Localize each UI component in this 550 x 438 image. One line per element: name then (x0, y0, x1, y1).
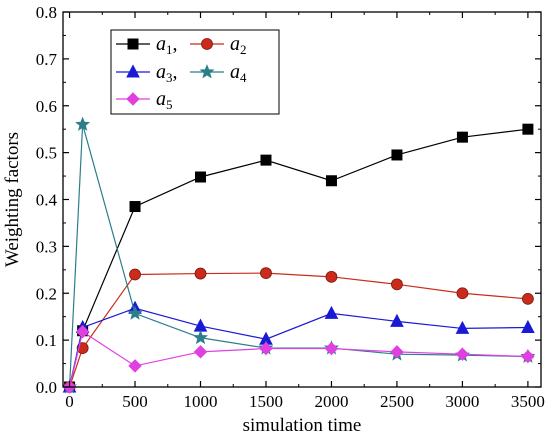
x-tick-label: 2500 (380, 392, 414, 411)
y-tick-label: 0.5 (36, 144, 57, 163)
legend-label-base: a (156, 88, 166, 110)
legend-marker (201, 38, 213, 50)
data-point-a1 (522, 123, 534, 135)
legend-entry-a5: a5 (116, 88, 173, 112)
axes: 0 500 1000 1500 2000 2500 3000 3500 0.0 0.1 0.2 0.3… (2, 3, 545, 436)
y-tick-label: 0.6 (36, 97, 57, 116)
data-point-a2 (129, 268, 141, 281)
legend-label: a2 (230, 33, 247, 57)
y-tick-label: 0.3 (36, 237, 57, 256)
legend-label-sub: 5 (166, 97, 173, 112)
data-point-a5 (390, 345, 404, 359)
data-point-a5 (128, 359, 142, 373)
data-point-a3 (390, 313, 404, 327)
y-tick-label: 0.1 (36, 331, 57, 350)
legend-marker (199, 64, 215, 79)
x-tick-label: 1500 (249, 392, 283, 411)
legend-label-suffix: , (173, 33, 178, 55)
data-point-a3 (324, 305, 339, 319)
legend-entry-a4: a4 (190, 61, 247, 85)
plot-area (62, 116, 536, 394)
y-tick-label: 0.8 (36, 3, 57, 22)
legend-label: a3, (156, 61, 178, 85)
legend-marker (127, 38, 139, 50)
legend-label-suffix: , (173, 61, 178, 83)
data-point-a4 (193, 329, 209, 345)
legend-label-base: a (230, 61, 240, 83)
x-tick-label: 500 (122, 392, 148, 411)
y-tick-label: 0.0 (36, 378, 57, 397)
data-point-a2 (391, 278, 403, 291)
data-point-a5 (75, 324, 90, 339)
x-tick-label: 2000 (314, 392, 348, 411)
legend-label-sub: 4 (240, 70, 247, 85)
data-point-a2 (456, 287, 469, 300)
legend-label: a4 (230, 61, 247, 85)
y-axis-title: Weighting factors (2, 132, 23, 267)
x-tick-label: 0 (65, 392, 74, 411)
legend-marker (126, 64, 140, 78)
legend-label-base: a (156, 61, 166, 83)
data-point-a5 (259, 341, 273, 356)
legend-label-sub: 1 (166, 42, 173, 57)
legend-label-base: a (230, 33, 240, 55)
data-point-a3 (521, 319, 535, 333)
y-tick-label: 0.2 (36, 284, 57, 303)
legend-label-base: a (156, 33, 166, 55)
data-point-a2 (522, 292, 534, 305)
data-point-a5 (193, 345, 208, 359)
series-line-a4 (68, 124, 528, 388)
data-point-a5 (455, 347, 470, 361)
x-axis-title: simulation time (243, 415, 362, 436)
data-point-a4 (127, 305, 143, 320)
legend-marker (126, 92, 140, 106)
legend-label-sub: 3 (166, 70, 173, 85)
legend-entry-a1: a1, (116, 33, 178, 57)
data-point-a2 (194, 267, 207, 280)
data-point-a1 (129, 201, 141, 213)
data-point-a2 (325, 270, 338, 283)
data-point-a5 (521, 349, 535, 364)
data-point-a5 (324, 341, 339, 356)
data-point-a1 (195, 171, 207, 183)
legend-entry-a3: a3, (116, 61, 178, 85)
data-point-a1 (391, 149, 403, 161)
legend-label: a1, (156, 33, 178, 57)
x-tick-label: 3000 (445, 392, 479, 411)
x-tick-label: 1000 (184, 392, 218, 411)
data-point-a2 (260, 267, 272, 279)
y-tick-label: 0.7 (36, 50, 58, 69)
data-point-a4 (75, 116, 91, 131)
legend-entry-a2: a2 (190, 33, 247, 57)
data-point-a1 (260, 154, 272, 166)
data-point-a3 (455, 320, 470, 334)
y-tick-label: 0.4 (36, 191, 58, 210)
x-tick-label: 3500 (511, 392, 545, 411)
legend-label: a5 (156, 88, 173, 112)
data-point-a1 (325, 175, 337, 187)
data-point-a1 (456, 131, 468, 143)
legend-label-sub: 2 (240, 42, 247, 57)
